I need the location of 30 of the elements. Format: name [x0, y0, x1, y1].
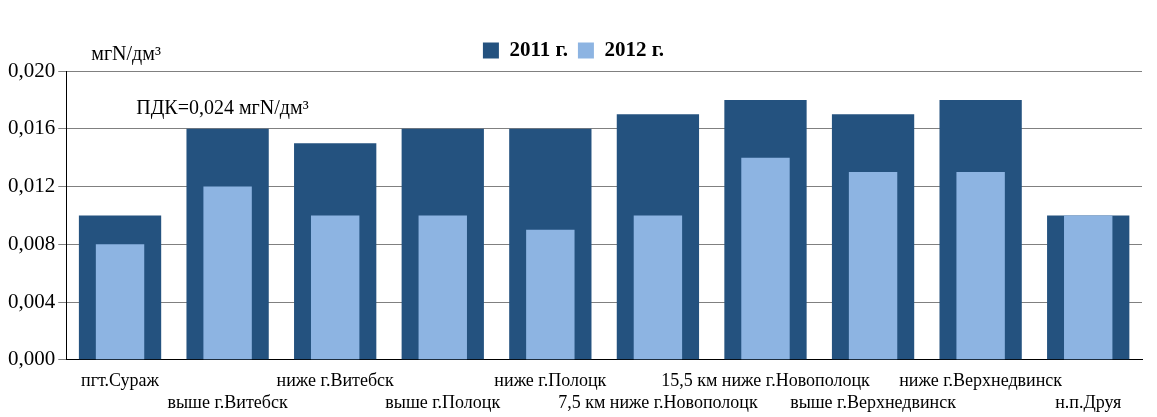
bar — [95, 244, 145, 360]
bar — [418, 215, 467, 360]
x-tick-label: ниже г.Полоцк — [494, 370, 607, 391]
x-tick-label: 15,5 км ниже г.Новополоцк — [661, 370, 871, 391]
y-tick-label: 0,020 — [8, 57, 56, 82]
x-tick-label: ниже г.Витебск — [276, 370, 395, 391]
bar — [526, 229, 575, 360]
x-tick-label: пгт.Сураж — [81, 370, 160, 391]
x-tick-label: ниже г.Верхнедвинск — [899, 370, 1063, 391]
y-tick-label: 0,012 — [8, 173, 56, 198]
y-axis-title: мгN/дм³ — [91, 42, 161, 66]
x-tick-label: 7,5 км ниже г.Новополоцк — [558, 391, 758, 412]
y-tick-label: 0,016 — [8, 115, 56, 140]
y-tick-label: 0,004 — [8, 288, 56, 313]
y-tick-label: 0,008 — [8, 230, 56, 255]
x-tick-label: н.п.Друя — [1055, 391, 1122, 412]
legend-label: 2011 г. — [509, 36, 568, 61]
y-tick-label: 0,000 — [8, 346, 56, 371]
x-tick-label: выше г.Витебск — [167, 391, 288, 412]
bar — [203, 186, 252, 360]
bar — [848, 172, 898, 360]
x-tick-label: выше г.Полоцк — [385, 391, 501, 412]
legend-label: 2012 г. — [604, 36, 665, 61]
bar — [741, 157, 790, 360]
annotation: ПДК=0,024 мгN/дм³ — [136, 96, 309, 120]
bar — [1064, 215, 1113, 360]
bar — [956, 172, 1005, 360]
bar — [633, 215, 683, 360]
bar — [310, 215, 360, 360]
x-tick-label: выше г.Верхнедвинск — [790, 391, 957, 412]
